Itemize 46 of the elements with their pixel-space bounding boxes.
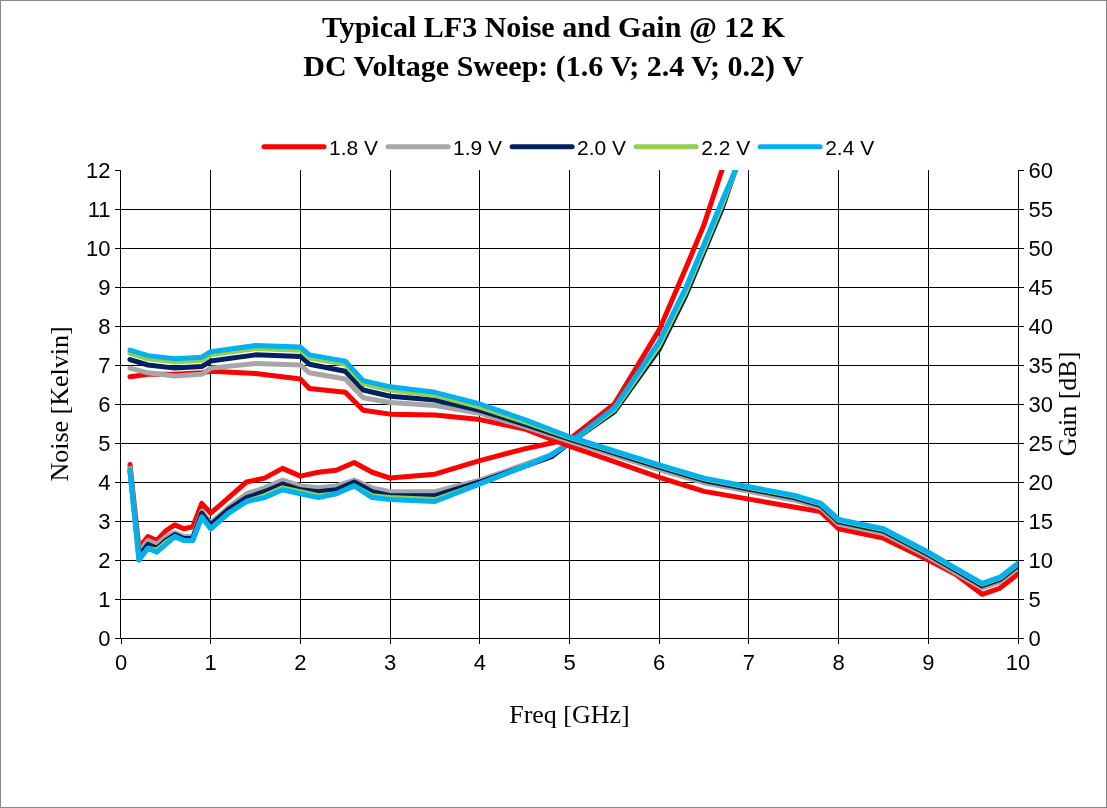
y2-tick-label: 10 — [1028, 547, 1053, 573]
y2-tick-label: 40 — [1028, 313, 1053, 339]
legend-label: 1.8 V — [329, 136, 379, 159]
legend-label: 2.2 V — [701, 136, 751, 159]
y-tick-label: 2 — [98, 547, 111, 573]
y-tick-label: 11 — [87, 196, 111, 222]
legend-label: 1.9 V — [453, 136, 503, 159]
y-tick-label: 7 — [98, 352, 111, 378]
legend-label: 2.4 V — [825, 136, 875, 159]
y2-tick-label: 15 — [1028, 508, 1053, 534]
y2-tick-label: 5 — [1028, 586, 1041, 612]
y-tick-label: 12 — [86, 157, 111, 183]
y-axis-title: Noise [Kelvin] — [44, 326, 74, 482]
y2-tick-label: 25 — [1028, 430, 1053, 456]
x-tick-label: 5 — [563, 650, 576, 676]
legend-label: 2.0 V — [577, 136, 627, 159]
y-tick-label: 9 — [98, 274, 111, 300]
y-tick-label: 10 — [86, 235, 111, 261]
x-tick-label: 7 — [742, 650, 756, 676]
y2-tick-label: 50 — [1028, 235, 1053, 261]
x-tick-label: 10 — [1005, 650, 1031, 676]
y2-tick-label: 20 — [1028, 469, 1053, 495]
x-tick-label: 6 — [653, 650, 666, 676]
y-tick-label: 4 — [98, 469, 111, 495]
y2-axis-title: Gain [dB] — [1052, 351, 1082, 457]
chart-title: Typical LF3 Noise and Gain @ 12 K DC Voltage Sweep: (1.6 V; 2.4 V; 0.2) V — [303, 10, 804, 84]
y2-tick-label: 45 — [1028, 274, 1053, 300]
y2-tick-label: 30 — [1028, 391, 1053, 417]
x-tick-label: 8 — [832, 650, 845, 676]
x-tick-label: 3 — [383, 650, 397, 676]
y-tick-label: 8 — [98, 313, 111, 339]
y2-tick-label: 0 — [1028, 625, 1041, 651]
y-tick-label: 1 — [98, 586, 111, 612]
x-axis-title: Freq [GHz] — [509, 700, 630, 730]
y2-tick-label: 60 — [1028, 157, 1053, 183]
x-tick-label: 2 — [294, 650, 307, 676]
y2-tick-label: 55 — [1028, 196, 1053, 222]
y-tick-label: 3 — [98, 508, 111, 534]
x-tick-label: 9 — [922, 650, 935, 676]
y2-tick-label: 35 — [1028, 352, 1053, 378]
y-tick-label: 5 — [98, 430, 111, 456]
y-tick-label: 0 — [98, 625, 111, 651]
x-tick-label: 1 — [204, 650, 217, 676]
x-tick-label: 4 — [473, 650, 486, 676]
x-tick-label: 0 — [114, 650, 128, 676]
y-tick-label: 6 — [98, 391, 111, 417]
